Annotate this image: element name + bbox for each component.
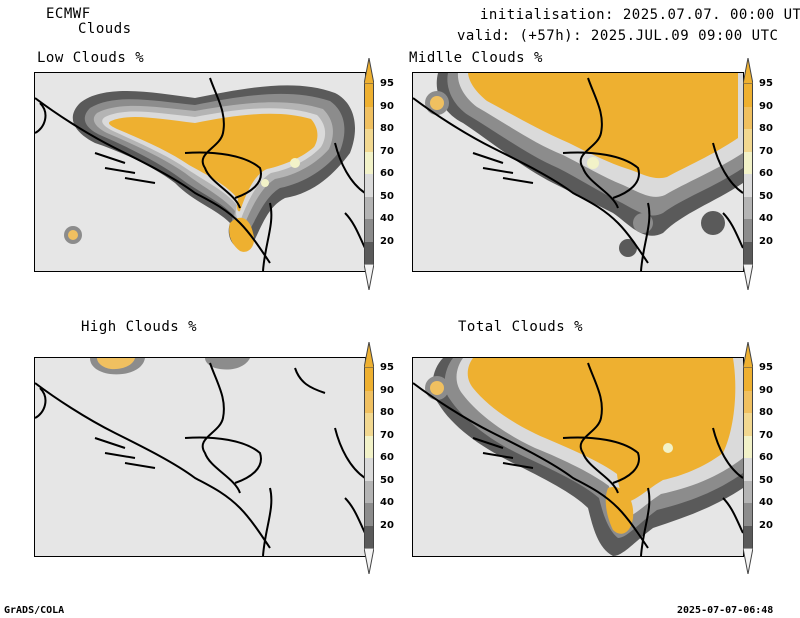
colorbar-segment	[743, 503, 753, 526]
colorbar-label: 50	[759, 474, 773, 486]
colorbar-label: 60	[759, 168, 773, 179]
colorbar-label: 20	[380, 519, 394, 531]
colorbar-segment	[364, 458, 374, 481]
panel-title-middle: Midlle Clouds %	[409, 50, 543, 66]
map-middle-clouds	[412, 72, 744, 272]
colorbar-segment	[364, 413, 374, 436]
colorbar-label: 60	[380, 168, 394, 179]
colorbar-segment	[364, 219, 374, 242]
colorbar-label: 80	[759, 123, 773, 134]
colorbar-label: 70	[380, 145, 394, 157]
colorbar-label: 95	[759, 362, 773, 373]
colorbar-top-arrow	[364, 58, 374, 84]
colorbar-middle: 95 90 80 70 60 50 40 20	[743, 58, 787, 290]
colorbar-segment	[743, 219, 753, 242]
colorbar-segment	[743, 129, 753, 152]
initialisation-label: initialisation: 2025.07.07. 00:00 UTC	[480, 7, 800, 23]
colorbar-label: 80	[380, 123, 394, 134]
colorbar-label: 70	[380, 429, 394, 441]
colorbar-segment	[364, 151, 374, 174]
colorbar-label: 90	[380, 100, 394, 112]
panel-title-high: High Clouds %	[81, 319, 198, 335]
colorbar-label: 90	[759, 384, 773, 396]
colorbar-segment	[743, 151, 753, 174]
colorbar-label: 90	[759, 100, 773, 112]
colorbar-segment	[743, 525, 753, 548]
high-clouds-field	[35, 358, 365, 556]
colorbar-segment	[364, 480, 374, 503]
colorbar-segment	[743, 413, 753, 436]
colorbar-label: 50	[759, 190, 773, 202]
colorbar-segment	[364, 106, 374, 129]
colorbar-segment	[364, 241, 374, 264]
colorbar-label: 90	[380, 384, 394, 396]
colorbar-label: 40	[759, 497, 773, 508]
panel-title-low: Low Clouds %	[37, 50, 145, 66]
colorbar-segment	[364, 84, 374, 107]
colorbar-segment	[364, 196, 374, 219]
colorbar-label: 95	[380, 78, 394, 89]
colorbar-label: 60	[380, 452, 394, 463]
colorbar-total: 95 90 80 70 60 50 40 20	[743, 342, 787, 574]
colorbar-label: 50	[380, 474, 394, 486]
map-total-clouds	[412, 357, 744, 557]
colorbar-bottom-arrow	[364, 548, 374, 574]
colorbar-segment	[743, 196, 753, 219]
low-clouds-field	[35, 77, 365, 271]
colorbar-segment	[364, 129, 374, 152]
colorbar-segment	[364, 435, 374, 458]
colorbar-segment	[743, 480, 753, 503]
colorbar-label: 20	[759, 519, 773, 531]
colorbar-high: 95 90 80 70 60 50 40 20	[364, 342, 408, 574]
colorbar-segment	[743, 458, 753, 481]
colorbar-segment	[743, 106, 753, 129]
parameter-label: Clouds	[78, 21, 132, 37]
colorbar-segment	[364, 390, 374, 413]
total-clouds-field	[413, 358, 743, 556]
colorbar-top-arrow	[743, 58, 753, 84]
colorbar-segment	[743, 368, 753, 391]
middle-clouds-field	[413, 73, 743, 271]
colorbar-segment	[743, 390, 753, 413]
colorbar-label: 40	[759, 213, 773, 224]
timestamp-label: 2025-07-07-06:48	[677, 605, 774, 616]
colorbar-label: 20	[380, 235, 394, 247]
colorbar-bottom-arrow	[364, 264, 374, 290]
colorbar-top-arrow	[364, 342, 374, 368]
software-label: GrADS/COLA	[4, 605, 65, 616]
colorbar-label: 40	[380, 213, 394, 224]
colorbar-segment	[743, 174, 753, 197]
colorbar-label: 95	[380, 362, 394, 373]
colorbar-label: 70	[759, 429, 773, 441]
map-high-clouds	[34, 357, 366, 557]
colorbar-low: 95 90 80 70 60 50 40 20	[364, 58, 408, 290]
colorbar-segment	[364, 368, 374, 391]
colorbar-bottom-arrow	[743, 548, 753, 574]
colorbar-segment	[364, 503, 374, 526]
model-label: ECMWF	[46, 6, 91, 22]
colorbar-segment	[743, 241, 753, 264]
colorbar-label: 95	[759, 78, 773, 89]
panel-title-total: Total Clouds %	[458, 319, 584, 335]
colorbar-label: 80	[380, 407, 394, 418]
colorbar-segment	[743, 84, 753, 107]
valid-time-label: valid: (+57h): 2025.JUL.09 09:00 UTC	[457, 28, 779, 44]
map-low-clouds	[34, 72, 366, 272]
colorbar-label: 50	[380, 190, 394, 202]
colorbar-label: 60	[759, 452, 773, 463]
colorbar-label: 40	[380, 497, 394, 508]
colorbar-segment	[364, 525, 374, 548]
colorbar-segment	[743, 435, 753, 458]
colorbar-label: 20	[759, 235, 773, 247]
colorbar-bottom-arrow	[743, 264, 753, 290]
colorbar-segment	[364, 174, 374, 197]
colorbar-label: 70	[759, 145, 773, 157]
colorbar-top-arrow	[743, 342, 753, 368]
colorbar-label: 80	[759, 407, 773, 418]
